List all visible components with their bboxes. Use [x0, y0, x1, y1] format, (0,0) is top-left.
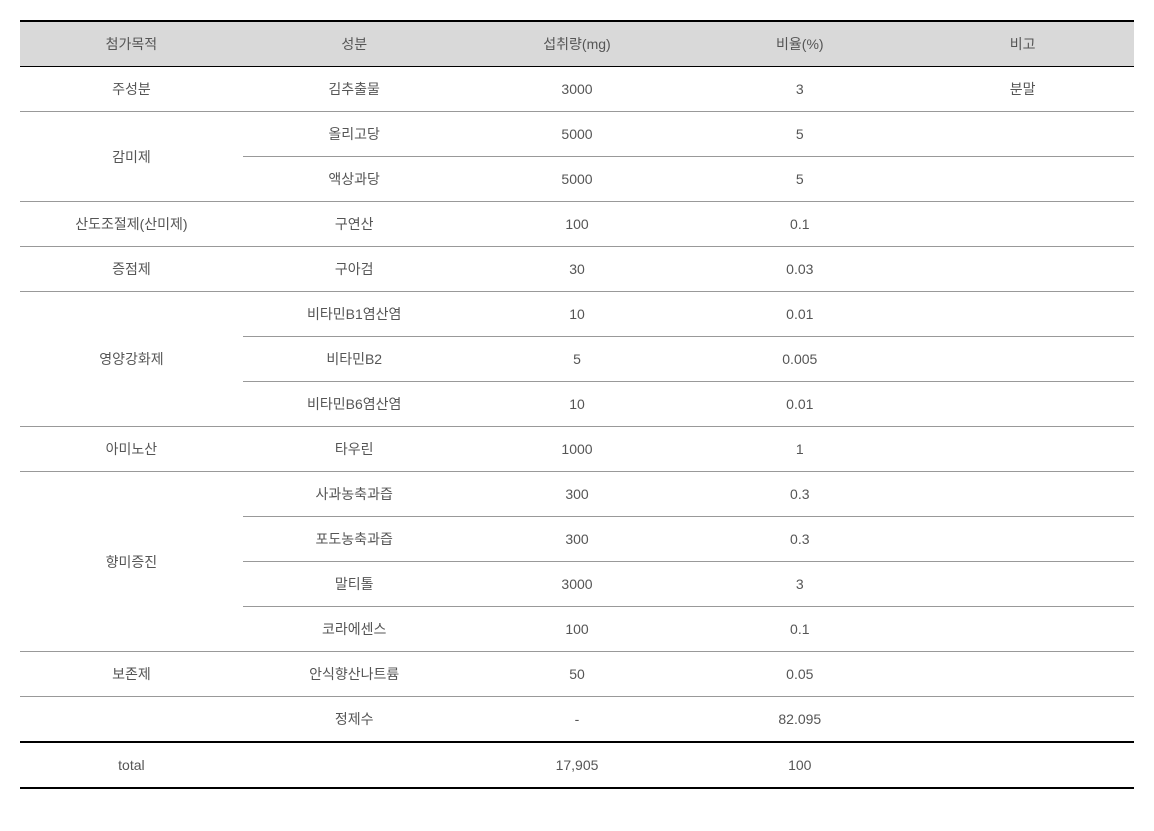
- cell-ratio: 0.005: [688, 337, 911, 382]
- cell-purpose: 영양강화제: [20, 292, 243, 427]
- table-row: 주성분김추출물30003분말: [20, 67, 1134, 112]
- header-ratio: 비율(%): [688, 21, 911, 67]
- table-row: 감미제올리고당50005: [20, 112, 1134, 157]
- cell-intake: 100: [466, 607, 689, 652]
- cell-note: [911, 607, 1134, 652]
- cell-note: [911, 247, 1134, 292]
- cell-note: [911, 562, 1134, 607]
- table-row: 증점제구아검300.03: [20, 247, 1134, 292]
- cell-ingredient: 비타민B6염산염: [243, 382, 466, 427]
- cell-intake: 5: [466, 337, 689, 382]
- cell-ratio: 3: [688, 562, 911, 607]
- ingredients-table: 첨가목적 성분 섭취량(mg) 비율(%) 비고 주성분김추출물30003분말감…: [20, 20, 1134, 789]
- cell-purpose: 아미노산: [20, 427, 243, 472]
- cell-note: [911, 337, 1134, 382]
- total-intake: 17,905: [466, 742, 689, 788]
- cell-ratio: 0.1: [688, 607, 911, 652]
- cell-purpose: 감미제: [20, 112, 243, 202]
- header-purpose: 첨가목적: [20, 21, 243, 67]
- cell-ingredient: 비타민B1염산염: [243, 292, 466, 337]
- cell-note: [911, 427, 1134, 472]
- table-row: 향미증진사과농축과즙3000.3: [20, 472, 1134, 517]
- cell-note: [911, 382, 1134, 427]
- table-row: 영양강화제비타민B1염산염100.01: [20, 292, 1134, 337]
- cell-ingredient: 타우린: [243, 427, 466, 472]
- cell-intake: 10: [466, 382, 689, 427]
- cell-intake: 100: [466, 202, 689, 247]
- cell-intake: -: [466, 697, 689, 743]
- total-label: total: [20, 742, 243, 788]
- cell-ingredient: 액상과당: [243, 157, 466, 202]
- table-row: 산도조절제(산미제)구연산1000.1: [20, 202, 1134, 247]
- cell-ratio: 1: [688, 427, 911, 472]
- cell-ingredient: 말티톨: [243, 562, 466, 607]
- cell-ingredient: 구아검: [243, 247, 466, 292]
- cell-intake: 5000: [466, 112, 689, 157]
- cell-note: [911, 112, 1134, 157]
- header-note: 비고: [911, 21, 1134, 67]
- total-row: total 17,905100: [20, 742, 1134, 788]
- cell-ratio: 5: [688, 157, 911, 202]
- cell-ingredient: 김추출물: [243, 67, 466, 112]
- cell-intake: 5000: [466, 157, 689, 202]
- cell-purpose: 산도조절제(산미제): [20, 202, 243, 247]
- table-body: 주성분김추출물30003분말감미제올리고당50005액상과당50005산도조절제…: [20, 67, 1134, 789]
- cell-note: [911, 652, 1134, 697]
- cell-note: [911, 472, 1134, 517]
- cell-purpose: [20, 697, 243, 743]
- header-intake: 섭취량(mg): [466, 21, 689, 67]
- cell-ingredient: 구연산: [243, 202, 466, 247]
- table-header-row: 첨가목적 성분 섭취량(mg) 비율(%) 비고: [20, 21, 1134, 67]
- cell-ingredient: 사과농축과즙: [243, 472, 466, 517]
- cell-intake: 300: [466, 472, 689, 517]
- cell-ingredient: 안식향산나트륨: [243, 652, 466, 697]
- table-row: 보존제안식향산나트륨500.05: [20, 652, 1134, 697]
- cell-purpose: 보존제: [20, 652, 243, 697]
- cell-ratio: 0.01: [688, 292, 911, 337]
- cell-ratio: 0.3: [688, 517, 911, 562]
- cell-ingredient: 올리고당: [243, 112, 466, 157]
- cell-ratio: 0.05: [688, 652, 911, 697]
- total-ratio: 100: [688, 742, 911, 788]
- cell-note: [911, 157, 1134, 202]
- cell-intake: 30: [466, 247, 689, 292]
- cell-note: [911, 697, 1134, 743]
- cell-note: [911, 292, 1134, 337]
- cell-ratio: 0.01: [688, 382, 911, 427]
- cell-ratio: 3: [688, 67, 911, 112]
- header-ingredient: 성분: [243, 21, 466, 67]
- cell-ingredient: 포도농축과즙: [243, 517, 466, 562]
- cell-ratio: 0.3: [688, 472, 911, 517]
- cell-ingredient: 비타민B2: [243, 337, 466, 382]
- cell-note: [911, 202, 1134, 247]
- cell-intake: 50: [466, 652, 689, 697]
- cell-intake: 10: [466, 292, 689, 337]
- table-row: 정제수-82.095: [20, 697, 1134, 743]
- cell-ratio: 82.095: [688, 697, 911, 743]
- table-row: 아미노산타우린10001: [20, 427, 1134, 472]
- cell-purpose: 증점제: [20, 247, 243, 292]
- cell-intake: 3000: [466, 67, 689, 112]
- cell-ratio: 0.1: [688, 202, 911, 247]
- cell-ratio: 0.03: [688, 247, 911, 292]
- cell-purpose: 향미증진: [20, 472, 243, 652]
- cell-purpose: 주성분: [20, 67, 243, 112]
- total-note: [911, 742, 1134, 788]
- cell-ingredient: 정제수: [243, 697, 466, 743]
- cell-note: 분말: [911, 67, 1134, 112]
- cell-intake: 300: [466, 517, 689, 562]
- cell-ratio: 5: [688, 112, 911, 157]
- total-ingredient: [243, 742, 466, 788]
- cell-ingredient: 코라에센스: [243, 607, 466, 652]
- cell-intake: 1000: [466, 427, 689, 472]
- cell-intake: 3000: [466, 562, 689, 607]
- cell-note: [911, 517, 1134, 562]
